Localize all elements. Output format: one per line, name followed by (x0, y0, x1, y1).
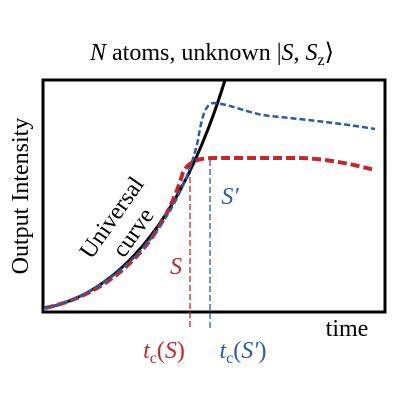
tc-part: t (143, 338, 151, 364)
title: N atoms, unknown |S, Sz⟩ (89, 40, 334, 69)
s-label: S (170, 254, 182, 280)
title-part: S (306, 40, 318, 66)
plot-frame (41, 78, 387, 314)
tc-part: S′ (241, 338, 259, 364)
tc-part: ) (259, 338, 267, 364)
title-part: z (318, 52, 325, 69)
x-axis-label: time (326, 316, 369, 342)
s-prime-label: S′ (221, 184, 239, 210)
tc-s-label: tc(S) (143, 338, 185, 367)
title-part: , (294, 40, 306, 66)
title-part: N (89, 40, 108, 66)
tc-part: t (219, 338, 227, 364)
tc-s-prime-label: tc(S′) (219, 338, 266, 367)
tc-part: c (150, 350, 157, 367)
tc-part: S (165, 338, 177, 364)
title-part: S (282, 40, 294, 66)
title-part: atoms, unknown | (106, 40, 281, 66)
blue-curve (44, 101, 376, 310)
tc-part: ) (177, 338, 185, 364)
title-part: ⟩ (325, 40, 334, 66)
y-axis-label: Output Intensity (8, 118, 34, 275)
tc-part: ( (233, 338, 241, 364)
tc-part: ( (157, 338, 165, 364)
tc-part: c (226, 350, 233, 367)
